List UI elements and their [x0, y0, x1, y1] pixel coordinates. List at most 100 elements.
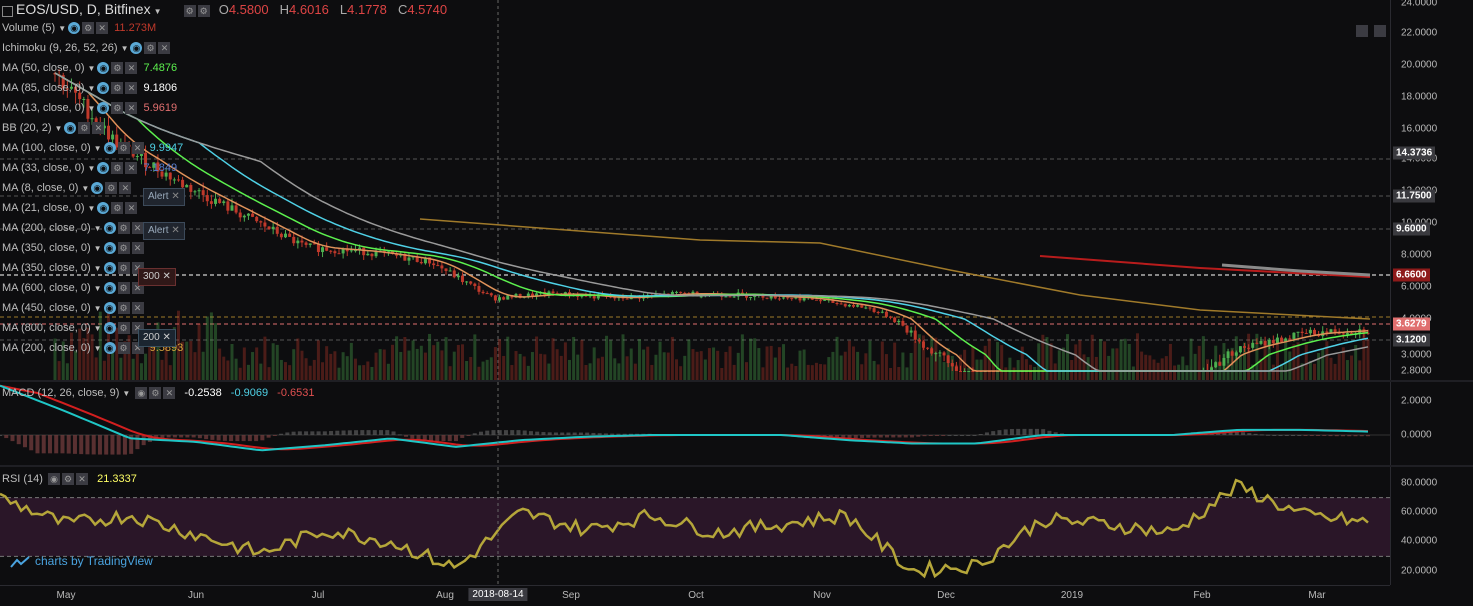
chevron-down-icon[interactable]: ▼ — [122, 389, 131, 398]
pane-divider[interactable] — [0, 380, 1473, 382]
time-axis[interactable]: May Jun Jul Aug 2018-08-14 Sep Oct Nov Dec 2019 Fe… — [0, 585, 1390, 606]
settings2-icon[interactable]: ⚙ — [197, 5, 210, 18]
indicator-name[interactable]: Volume (5) — [2, 22, 56, 34]
alert-button[interactable]: Alert ✕ — [143, 188, 185, 206]
rsi-chart[interactable] — [0, 467, 1390, 585]
chevron-down-icon[interactable]: ▼ — [93, 304, 102, 313]
close-icon[interactable]: ✕ — [125, 82, 138, 95]
settings-icon[interactable]: ⚙ — [82, 22, 95, 35]
alert-button[interactable]: Alert ✕ — [143, 222, 185, 240]
settings-icon[interactable]: ⚙ — [149, 387, 162, 400]
settings-icon[interactable]: ⚙ — [111, 162, 124, 175]
indicator-name[interactable]: MA (800, close, 0) — [2, 322, 91, 334]
settings-icon[interactable]: ⚙ — [111, 62, 124, 75]
indicator-name[interactable]: MA (13, close, 0) — [2, 102, 85, 114]
macd-axis[interactable]: 2.0000 0.0000 — [1390, 382, 1473, 465]
macd-chart[interactable] — [0, 382, 1390, 465]
eye-icon[interactable]: ◉ — [103, 142, 116, 155]
eye-icon[interactable]: ◉ — [103, 322, 116, 335]
macd-name[interactable]: MACD (12, 26, close, 9) — [2, 387, 120, 399]
eye-icon[interactable]: ◉ — [68, 22, 81, 35]
close-icon[interactable]: ✕ — [131, 142, 144, 155]
eye-icon[interactable]: ◉ — [130, 42, 143, 55]
chevron-down-icon[interactable]: ▼ — [87, 104, 96, 113]
eye-icon[interactable]: ◉ — [135, 387, 148, 400]
price-pane[interactable]: EOS/USD, D, Bitfinex ▼ ⚙ ⚙ O4.5800 H4.6016… — [0, 0, 1390, 380]
close-icon[interactable]: ✕ — [158, 42, 171, 55]
indicator-name[interactable]: MA (200, close, 0) — [2, 342, 91, 354]
chevron-down-icon[interactable]: ▼ — [120, 44, 129, 53]
pane-collapse-icon[interactable] — [1356, 25, 1368, 37]
level-badge[interactable]: 200 ✕ — [138, 329, 176, 347]
close-icon[interactable]: ✕ — [96, 22, 109, 35]
indicator-name[interactable]: MA (200, close, 0) — [2, 222, 91, 234]
rsi-axis[interactable]: 80.0000 60.0000 40.0000 20.0000 — [1390, 467, 1473, 585]
symbol-caret-icon[interactable]: ▼ — [153, 7, 162, 16]
settings-icon[interactable]: ⚙ — [183, 5, 196, 18]
settings-icon[interactable]: ⚙ — [117, 242, 130, 255]
chevron-down-icon[interactable]: ▼ — [87, 84, 96, 93]
eye-icon[interactable]: ◉ — [103, 282, 116, 295]
settings-icon[interactable]: ⚙ — [117, 142, 130, 155]
settings-icon[interactable]: ⚙ — [78, 122, 91, 135]
chevron-down-icon[interactable]: ▼ — [81, 184, 90, 193]
indicator-name[interactable]: MA (85, close, 0) — [2, 82, 85, 94]
close-icon[interactable]: ✕ — [131, 242, 144, 255]
close-icon[interactable]: ✕ — [131, 302, 144, 315]
indicator-name[interactable]: MA (350, close, 0) — [2, 262, 91, 274]
indicator-name[interactable]: MA (350, close, 0) — [2, 242, 91, 254]
eye-icon[interactable]: ◉ — [91, 182, 104, 195]
settings-icon[interactable]: ⚙ — [62, 473, 75, 486]
level-badge[interactable]: 300 ✕ — [138, 268, 176, 286]
price-chart[interactable] — [0, 0, 1390, 380]
eye-icon[interactable]: ◉ — [103, 342, 116, 355]
close-icon[interactable]: ✕ — [76, 473, 89, 486]
pane-divider[interactable] — [0, 465, 1473, 467]
close-icon[interactable]: ✕ — [125, 62, 138, 75]
eye-icon[interactable]: ◉ — [97, 62, 110, 75]
chevron-down-icon[interactable]: ▼ — [93, 264, 102, 273]
chevron-down-icon[interactable]: ▼ — [93, 324, 102, 333]
settings-icon[interactable]: ⚙ — [111, 202, 124, 215]
eye-icon[interactable]: ◉ — [97, 162, 110, 175]
eye-icon[interactable]: ◉ — [103, 302, 116, 315]
settings-icon[interactable]: ⚙ — [117, 302, 130, 315]
collapse-icon[interactable] — [2, 5, 13, 17]
pane-maximize-icon[interactable] — [1374, 25, 1386, 37]
settings-icon[interactable]: ⚙ — [117, 342, 130, 355]
settings-icon[interactable]: ⚙ — [111, 82, 124, 95]
settings-icon[interactable]: ⚙ — [117, 262, 130, 275]
chevron-down-icon[interactable]: ▼ — [93, 344, 102, 353]
macd-pane[interactable]: MACD (12, 26, close, 9) ▼ ◉ ⚙ ✕ -0.2538 -0.… — [0, 382, 1390, 465]
indicator-name[interactable]: Ichimoku (9, 26, 52, 26) — [2, 42, 118, 54]
eye-icon[interactable]: ◉ — [48, 473, 61, 486]
close-icon[interactable]: ✕ — [125, 102, 138, 115]
eye-icon[interactable]: ◉ — [97, 202, 110, 215]
eye-icon[interactable]: ◉ — [103, 262, 116, 275]
indicator-name[interactable]: MA (50, close, 0) — [2, 62, 85, 74]
eye-icon[interactable]: ◉ — [103, 242, 116, 255]
settings-icon[interactable]: ⚙ — [144, 42, 157, 55]
eye-icon[interactable]: ◉ — [103, 222, 116, 235]
symbol-title[interactable]: EOS/USD, D, Bitfinex — [16, 1, 151, 17]
eye-icon[interactable]: ◉ — [97, 82, 110, 95]
close-icon[interactable]: ✕ — [125, 202, 138, 215]
close-icon[interactable]: ✕ — [163, 387, 176, 400]
chevron-down-icon[interactable]: ▼ — [54, 124, 63, 133]
close-icon[interactable]: ✕ — [125, 162, 138, 175]
chevron-down-icon[interactable]: ▼ — [93, 284, 102, 293]
settings-icon[interactable]: ⚙ — [117, 282, 130, 295]
settings-icon[interactable]: ⚙ — [117, 222, 130, 235]
chevron-down-icon[interactable]: ▼ — [93, 144, 102, 153]
settings-icon[interactable]: ⚙ — [117, 322, 130, 335]
settings-icon[interactable]: ⚙ — [111, 102, 124, 115]
settings-icon[interactable]: ⚙ — [105, 182, 118, 195]
eye-icon[interactable]: ◉ — [64, 122, 77, 135]
chevron-down-icon[interactable]: ▼ — [93, 224, 102, 233]
indicator-name[interactable]: MA (21, close, 0) — [2, 202, 85, 214]
indicator-name[interactable]: MA (600, close, 0) — [2, 282, 91, 294]
indicator-name[interactable]: BB (20, 2) — [2, 122, 52, 134]
chevron-down-icon[interactable]: ▼ — [93, 244, 102, 253]
tradingview-watermark[interactable]: charts by TradingView — [10, 554, 153, 568]
indicator-name[interactable]: MA (450, close, 0) — [2, 302, 91, 314]
